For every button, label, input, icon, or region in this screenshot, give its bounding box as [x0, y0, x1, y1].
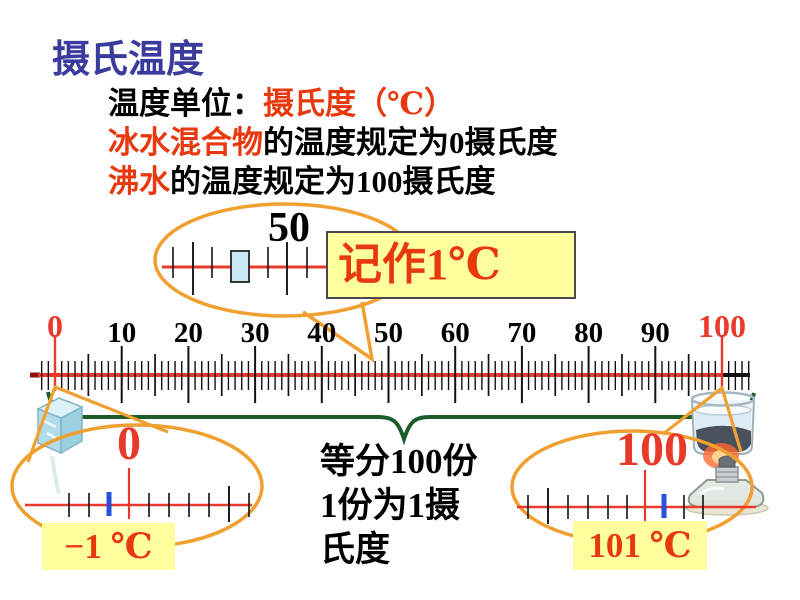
- page-title: 摄氏温度: [52, 39, 205, 81]
- intro-line2-red: 冰水混合物: [108, 125, 263, 160]
- right-bubble-ticks: [527, 470, 704, 524]
- brace-note: 等分100份 1份为1摄 氏度: [320, 440, 478, 572]
- right-bubble-tail: [662, 385, 743, 453]
- above-hundred-callout: 101 ℃: [573, 521, 707, 570]
- ruler-label-30: 30: [240, 317, 270, 349]
- ruler-label-100: 100: [698, 308, 746, 344]
- zoom-bubble-tail: [302, 301, 375, 363]
- intro-line-unit: 温度单位：摄氏度（℃）: [108, 78, 455, 123]
- brace-note-line1: 等分100份: [320, 442, 478, 481]
- brace-note-line3: 氏度: [320, 530, 391, 569]
- ruler-label-90: 90: [640, 317, 670, 349]
- intro-line-ice-water: 冰水混合物的温度规定为0摄氏度: [108, 117, 558, 162]
- main-ruler-ticks: [40, 335, 750, 403]
- ruler-label-0: 0: [47, 308, 63, 344]
- ice-cube-icon: [36, 397, 84, 495]
- intro-line1-red: 摄氏度（℃）: [263, 86, 456, 121]
- ruler-label-40: 40: [307, 317, 337, 349]
- zoom-bubble-ticks: [172, 242, 308, 295]
- ruler-label-20: 20: [173, 317, 203, 349]
- intro-line3-black: 的温度规定为100摄氏度: [170, 164, 496, 199]
- zoom-bubble-label: 50: [268, 205, 310, 251]
- below-zero-callout: −1 ℃: [42, 523, 175, 570]
- ruler-label-50: 50: [374, 317, 403, 349]
- ruler-label-60: 60: [440, 317, 470, 349]
- left-bubble-ticks: [68, 468, 250, 522]
- ruler-label-70: 70: [507, 317, 537, 349]
- intro-line2-black: 的温度规定为0摄氏度: [263, 125, 558, 160]
- ruler-label-10: 10: [107, 317, 137, 349]
- one-degree-highlight-cube: [230, 250, 250, 283]
- one-degree-callout: 记作1℃: [326, 231, 576, 299]
- left-bubble-tail: [26, 384, 169, 463]
- right-bubble-label: 100: [616, 423, 688, 476]
- intro-line1-black: 温度单位：: [108, 86, 263, 121]
- ruler-label-80: 80: [574, 317, 604, 349]
- left-bubble-label: 0: [117, 417, 141, 470]
- beaker-with-water-icon: [690, 391, 756, 455]
- intro-line3-red: 沸水: [108, 164, 170, 199]
- intro-line-boiling-water: 沸水的温度规定为100摄氏度: [108, 156, 496, 201]
- brace-note-line2: 1份为1摄: [320, 486, 461, 525]
